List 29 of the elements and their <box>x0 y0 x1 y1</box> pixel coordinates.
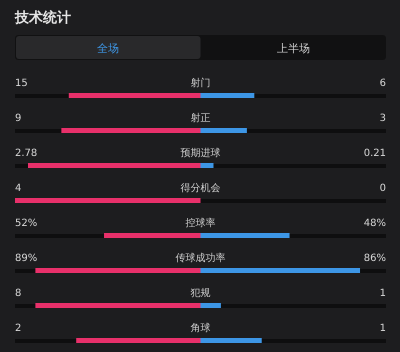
y-tick-label: 得分机会 <box>180 182 220 194</box>
text: 6 <box>380 78 386 89</box>
annotation: 89% <box>15 253 38 264</box>
text: 0.21 <box>364 148 386 159</box>
y-tick-label: 预期进球 <box>180 147 220 159</box>
text: 3 <box>380 113 386 124</box>
text: 上半场 <box>276 42 310 55</box>
chart-title: 技术统计 <box>14 9 71 26</box>
annotation: 15 <box>15 78 28 89</box>
y-tick-label: 犯规 <box>190 287 210 299</box>
y-tick-label: 射正 <box>190 112 210 124</box>
annotation: 4 <box>15 183 22 194</box>
annotation: 52% <box>15 218 38 229</box>
annotation: 9 <box>15 113 22 124</box>
text: 0 <box>380 183 386 194</box>
text: 48% <box>364 218 386 229</box>
text: 86% <box>364 253 386 264</box>
bar <box>200 163 214 168</box>
annotation: 8 <box>15 288 22 299</box>
y-tick-label: 角球 <box>190 322 210 334</box>
text: 1 <box>380 288 386 299</box>
text: 全场 <box>96 42 119 55</box>
bar <box>200 303 221 308</box>
text: 1 <box>380 323 386 334</box>
y-tick-label: 射门 <box>190 77 210 89</box>
y-tick-label: 传球成功率 <box>176 252 226 264</box>
annotation: 2 <box>15 323 22 334</box>
annotation: 2.78 <box>15 148 38 159</box>
y-tick-label: 控球率 <box>186 217 216 229</box>
